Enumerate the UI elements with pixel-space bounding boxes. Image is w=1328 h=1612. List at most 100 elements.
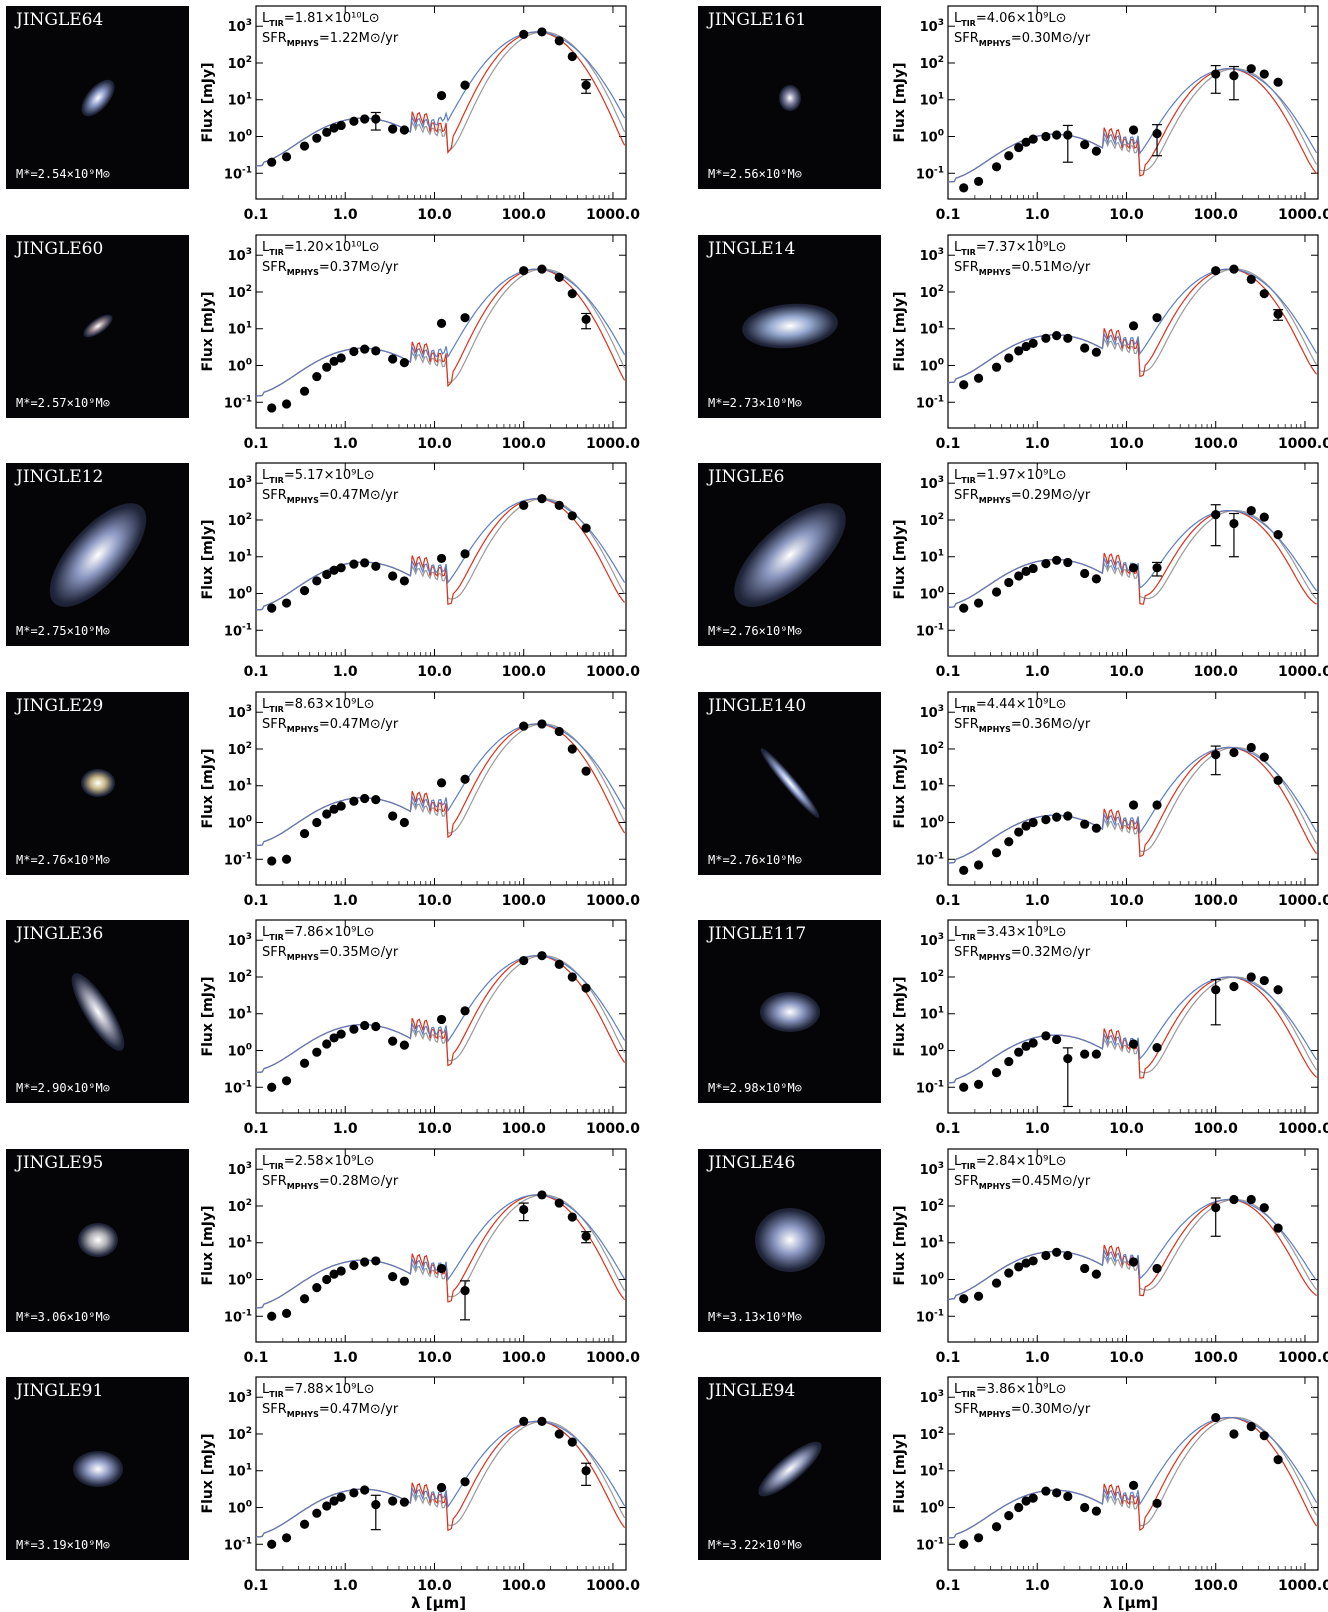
y-tick-label: 10-1 [916, 1536, 944, 1553]
y-tick-label: 100 [228, 814, 252, 831]
data-point [1229, 981, 1239, 992]
data-point [1246, 505, 1256, 516]
sfr-annotation: SFRMPHYS=0.36M⊙/yr [954, 717, 1091, 734]
data-point [554, 1197, 564, 1208]
x-tick-label: 10.0 [1109, 436, 1144, 452]
data-point [388, 810, 398, 821]
x-tick-label: 100.0 [1194, 1578, 1239, 1594]
data-point [436, 90, 447, 101]
data-point [312, 1047, 322, 1057]
data-point [1246, 1421, 1256, 1432]
galaxy-thumbnail-jingle64: JINGLE64 M*=2.54×10⁹M⊙ [6, 6, 189, 189]
data-point [1259, 752, 1269, 762]
data-point [1080, 1263, 1090, 1273]
galaxy-name: JINGLE46 [708, 1152, 796, 1173]
data-point [322, 127, 332, 137]
data-point [1229, 518, 1239, 529]
y-tick-label: 102 [920, 283, 944, 300]
y-tick-label: 103 [920, 475, 944, 492]
data-point [1273, 530, 1283, 540]
x-tick-label: 1000.0 [1278, 893, 1328, 909]
data-point [299, 1293, 310, 1303]
data-point [519, 29, 529, 39]
galaxy-thumbnail-jingle12: JINGLE12 M*=2.75×10⁹M⊙ [6, 463, 189, 646]
data-point [1152, 128, 1162, 139]
data-point [281, 1076, 292, 1086]
data-point [1091, 146, 1101, 156]
data-point [336, 1029, 346, 1039]
y-tick-label: 103 [228, 704, 252, 721]
data-point [349, 346, 359, 356]
data-point [399, 1040, 409, 1050]
galaxy-image [74, 73, 121, 122]
plot-frame [255, 1376, 627, 1571]
y-tick-label: 102 [920, 55, 944, 72]
x-tick-label: 10.0 [417, 436, 452, 452]
galaxy-thumbnail-jingle14: JINGLE14 M*=2.73×10⁹M⊙ [698, 234, 881, 418]
data-point [322, 808, 332, 819]
data-point [554, 959, 564, 969]
data-point [1152, 1263, 1162, 1273]
y-axis-label: Flux [mJy] [892, 748, 908, 828]
plot-frame [255, 233, 627, 429]
sed-plot-jingle14: 0.1 1.0 10.0 100.0 1000.0 10-1 100 101 102 103 Flu… [892, 233, 1328, 452]
x-tick-label: 0.1 [936, 207, 961, 223]
data-point [1128, 125, 1139, 135]
data-point [299, 1519, 310, 1529]
data-point [1246, 972, 1256, 982]
data-point [1028, 1493, 1038, 1503]
data-point [1128, 1039, 1139, 1049]
data-point [567, 1211, 577, 1222]
data-point [1052, 555, 1062, 565]
stellar-mass-label: M*=2.98×10⁹M⊙ [708, 1081, 802, 1095]
galaxy-name: JINGLE95 [16, 1152, 104, 1173]
data-point [399, 817, 409, 827]
x-tick-label: 10.0 [417, 1350, 452, 1366]
data-point [1041, 814, 1051, 824]
y-tick-label: 102 [228, 512, 252, 529]
data-point [322, 1501, 332, 1511]
x-tick-label: 0.1 [244, 664, 269, 680]
data-point [371, 1255, 381, 1266]
data-point [1004, 1056, 1014, 1067]
x-tick-label: 1000.0 [1278, 207, 1328, 223]
x-tick-label: 1000.0 [1278, 664, 1328, 680]
y-tick-label: 100 [920, 129, 944, 146]
x-tick-label: 1.0 [333, 893, 358, 909]
data-point [1041, 1486, 1051, 1496]
data-point [554, 500, 564, 510]
y-tick-label: 103 [920, 932, 944, 949]
y-tick-label: 101 [920, 1463, 944, 1480]
data-point [1211, 1202, 1221, 1212]
data-point [1028, 817, 1038, 827]
x-tick-label: 1.0 [333, 664, 358, 680]
data-point [959, 379, 969, 389]
x-tick-label: 10.0 [1109, 664, 1144, 680]
data-point [322, 569, 332, 580]
data-point [336, 352, 346, 363]
data-point [436, 553, 447, 564]
x-tick-label: 10.0 [1109, 1121, 1144, 1137]
x-tick-label: 100.0 [502, 436, 547, 452]
data-point [360, 343, 370, 354]
data-point [1004, 1267, 1014, 1278]
data-point [460, 1477, 470, 1487]
data-point [329, 356, 339, 366]
data-point [1229, 1429, 1239, 1439]
data-point [1028, 134, 1038, 144]
x-tick-label: 100.0 [1194, 664, 1239, 680]
data-point [1063, 1491, 1073, 1502]
galaxy-image [79, 310, 116, 342]
galaxy-image [759, 991, 820, 1032]
data-point [360, 793, 370, 803]
galaxy-thumbnail-jingle140: JINGLE140 M*=2.76×10⁹M⊙ [698, 691, 881, 875]
y-tick-label: 101 [228, 549, 252, 566]
data-point [1014, 345, 1024, 355]
data-point [1041, 333, 1051, 343]
galaxy-name: JINGLE161 [708, 10, 807, 30]
data-point [329, 565, 339, 575]
x-tick-label: 0.1 [936, 1350, 961, 1366]
stellar-mass-label: M*=2.73×10⁹M⊙ [708, 395, 802, 410]
data-point [388, 1036, 398, 1046]
y-tick-label: 103 [920, 1389, 944, 1406]
